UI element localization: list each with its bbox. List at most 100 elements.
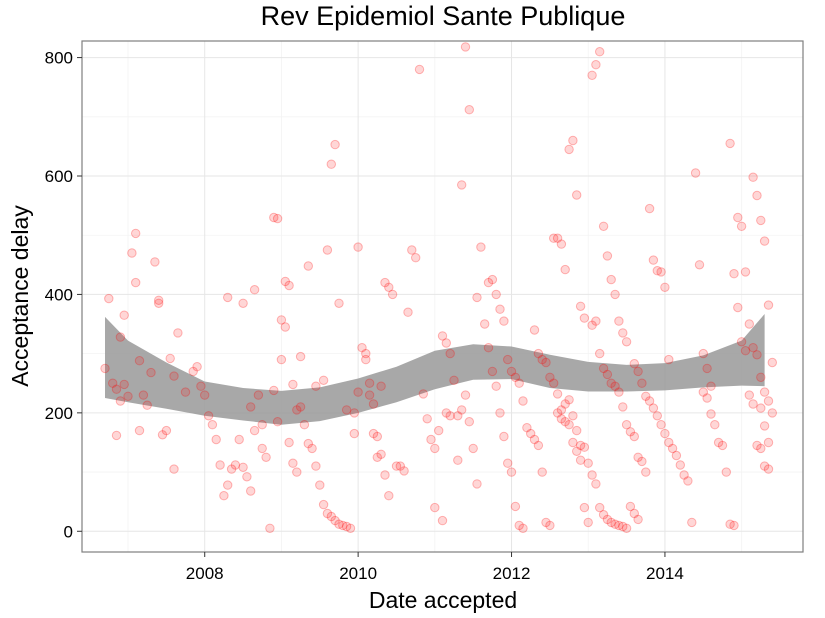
data-point-245 xyxy=(656,267,666,277)
data-point-74 xyxy=(246,402,256,412)
data-point-173 xyxy=(556,239,567,249)
data-point-188 xyxy=(560,417,570,427)
data-point-44 xyxy=(249,285,260,295)
data-point-267 xyxy=(702,363,712,374)
data-point-77 xyxy=(269,212,279,223)
data-point-215 xyxy=(591,479,601,489)
data-point-118 xyxy=(418,389,428,399)
data-point-247 xyxy=(664,354,674,365)
data-point-260 xyxy=(675,460,685,470)
data-point-126 xyxy=(449,375,459,385)
data-point-132 xyxy=(472,479,482,489)
data-point-270 xyxy=(702,393,712,403)
data-point-14 xyxy=(134,425,145,436)
data-point-184 xyxy=(545,372,555,382)
data-point-117 xyxy=(414,64,425,75)
data-point-18 xyxy=(150,257,160,267)
data-point-63 xyxy=(322,508,333,519)
data-point-62 xyxy=(318,499,329,510)
data-point-85 xyxy=(303,261,313,271)
data-point-72 xyxy=(223,292,233,303)
data-point-114 xyxy=(403,307,413,317)
chart-title: Rev Epidemiol Sante Publique xyxy=(261,1,626,31)
data-point-272 xyxy=(710,420,720,430)
smooth-band-layer xyxy=(105,314,765,425)
data-point-198 xyxy=(598,221,609,232)
data-point-242 xyxy=(644,203,655,214)
data-point-91 xyxy=(334,298,344,308)
data-point-52 xyxy=(280,276,290,287)
data-point-10 xyxy=(127,248,137,258)
data-point-177 xyxy=(572,190,582,200)
data-point-230 xyxy=(598,363,609,374)
data-point-274 xyxy=(717,440,728,451)
data-point-145 xyxy=(487,366,498,377)
data-point-36 xyxy=(219,491,229,501)
data-point-196 xyxy=(591,59,601,70)
data-point-287 xyxy=(767,408,777,418)
points-layer xyxy=(100,42,777,533)
data-point-0 xyxy=(100,363,110,374)
data-point-102 xyxy=(353,242,363,252)
data-point-153 xyxy=(518,523,528,533)
data-point-214 xyxy=(587,470,597,480)
data-point-129 xyxy=(460,390,471,400)
data-point-43 xyxy=(246,486,256,496)
data-point-269 xyxy=(698,387,708,397)
data-point-246 xyxy=(660,282,670,292)
data-point-306 xyxy=(759,421,770,431)
data-point-67 xyxy=(338,520,348,531)
data-point-189 xyxy=(564,420,574,430)
data-point-119 xyxy=(422,414,432,424)
data-point-250 xyxy=(637,378,647,388)
data-point-100 xyxy=(380,470,390,480)
data-point-262 xyxy=(683,476,693,486)
y-axis-title: Acceptance delay xyxy=(7,205,33,387)
data-point-244 xyxy=(652,266,662,276)
data-point-94 xyxy=(357,343,367,353)
data-point-83 xyxy=(292,467,302,477)
data-point-302 xyxy=(759,236,770,246)
data-point-125 xyxy=(445,348,455,359)
data-point-158 xyxy=(499,316,509,326)
data-point-152 xyxy=(514,520,524,531)
data-point-164 xyxy=(522,423,532,433)
data-point-66 xyxy=(334,519,344,529)
data-point-151 xyxy=(510,501,521,512)
data-point-275 xyxy=(721,467,731,477)
data-point-70 xyxy=(349,408,359,418)
data-point-9 xyxy=(123,391,133,401)
data-point-211 xyxy=(575,440,586,451)
data-point-75 xyxy=(249,425,260,436)
data-point-229 xyxy=(595,348,605,359)
data-point-57 xyxy=(299,420,310,430)
data-point-282 xyxy=(748,343,758,353)
data-point-190 xyxy=(568,437,578,448)
data-point-12 xyxy=(131,277,141,288)
data-point-273 xyxy=(713,437,724,448)
data-point-27 xyxy=(180,387,191,397)
data-point-21 xyxy=(157,430,168,440)
data-point-261 xyxy=(679,470,689,480)
data-point-212 xyxy=(579,442,590,452)
data-point-303 xyxy=(763,300,774,310)
data-point-130 xyxy=(464,417,474,427)
data-point-279 xyxy=(736,221,747,232)
data-point-167 xyxy=(533,440,544,451)
data-point-252 xyxy=(644,396,655,406)
data-point-175 xyxy=(564,144,574,155)
x-axis-title: Date accepted xyxy=(369,587,517,613)
data-point-76 xyxy=(257,420,267,430)
data-point-25 xyxy=(169,464,179,474)
data-point-234 xyxy=(614,387,624,397)
data-point-304 xyxy=(767,357,777,368)
data-point-271 xyxy=(706,409,716,419)
data-point-179 xyxy=(579,313,590,323)
data-point-92 xyxy=(341,405,352,415)
y-tick-label-1: 200 xyxy=(45,404,73,423)
data-point-55 xyxy=(292,405,302,415)
data-point-121 xyxy=(430,443,440,454)
y-tick-label-2: 400 xyxy=(45,285,73,304)
